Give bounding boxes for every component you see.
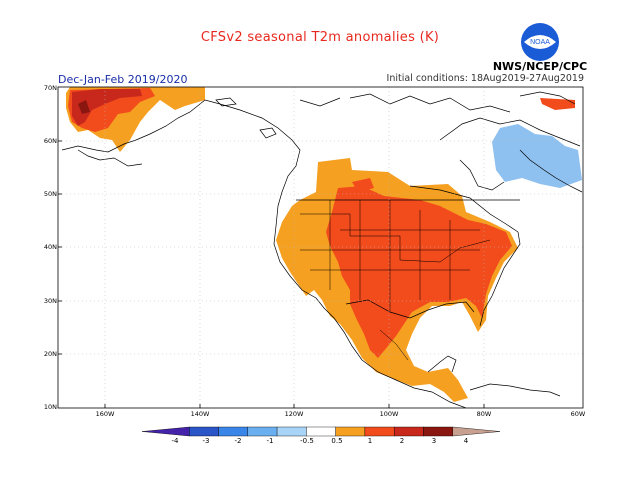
initial-conditions-label: Initial conditions: 18Aug2019-27Aug2019 (386, 73, 584, 84)
season-label: Dec-Jan-Feb 2019/2020 (58, 73, 188, 86)
colorbar-swatch (189, 426, 219, 437)
colorbar-label: -0.5 (300, 437, 314, 445)
agency-label: NWS/NCEP/CPC (492, 60, 588, 73)
lon-label: 60W (570, 410, 586, 418)
colorbar-label: 3 (431, 437, 437, 445)
colorbar-swatch (393, 426, 424, 437)
colorbar-label: -4 (171, 437, 179, 445)
colorbar-label: -1 (266, 437, 274, 445)
lon-label: 120W (284, 410, 304, 418)
colorbar-label: 4 (463, 437, 469, 445)
noaa-logo-icon: NOAA (521, 23, 559, 61)
lon-label: 80W (476, 410, 492, 418)
colorbar-swatch (247, 426, 278, 437)
lon-label: 160W (95, 410, 115, 418)
colorbar-label: -2 (234, 437, 242, 445)
colorbar-label: 2 (399, 437, 405, 445)
lon-label: 140W (190, 410, 210, 418)
lat-label: 40N (43, 243, 57, 251)
colorbar-swatch (364, 426, 395, 437)
colorbar-swatch (141, 426, 190, 437)
lat-label: 20N (43, 350, 57, 358)
quebec-anomaly-blue (492, 124, 582, 188)
colorbar-swatch (335, 426, 366, 437)
svg-text:NOAA: NOAA (530, 39, 550, 46)
colorbar-label: 0.5 (331, 437, 343, 445)
colorbar-swatch (218, 426, 249, 437)
lat-label: 70N (43, 84, 57, 92)
greenland-anomaly (540, 98, 575, 110)
colorbar-label: -3 (202, 437, 210, 445)
colorbar-swatch (423, 426, 453, 437)
lat-label: 60N (43, 137, 57, 145)
lat-label: 50N (43, 190, 57, 198)
lat-label: 10N (43, 403, 57, 411)
colorbar-label: 1 (367, 437, 373, 445)
central-us-anomaly-red (326, 186, 512, 358)
map-frame (57, 86, 584, 409)
alaska-anomaly-darkred (72, 89, 142, 126)
colorbar-swatch (452, 426, 501, 437)
chart-title: CFSv2 seasonal T2m anomalies (K) (200, 30, 440, 45)
lon-label: 100W (379, 410, 399, 418)
colorbar-swatch (276, 426, 307, 437)
colorbar-swatch (306, 426, 336, 437)
lat-label: 30N (43, 297, 57, 305)
